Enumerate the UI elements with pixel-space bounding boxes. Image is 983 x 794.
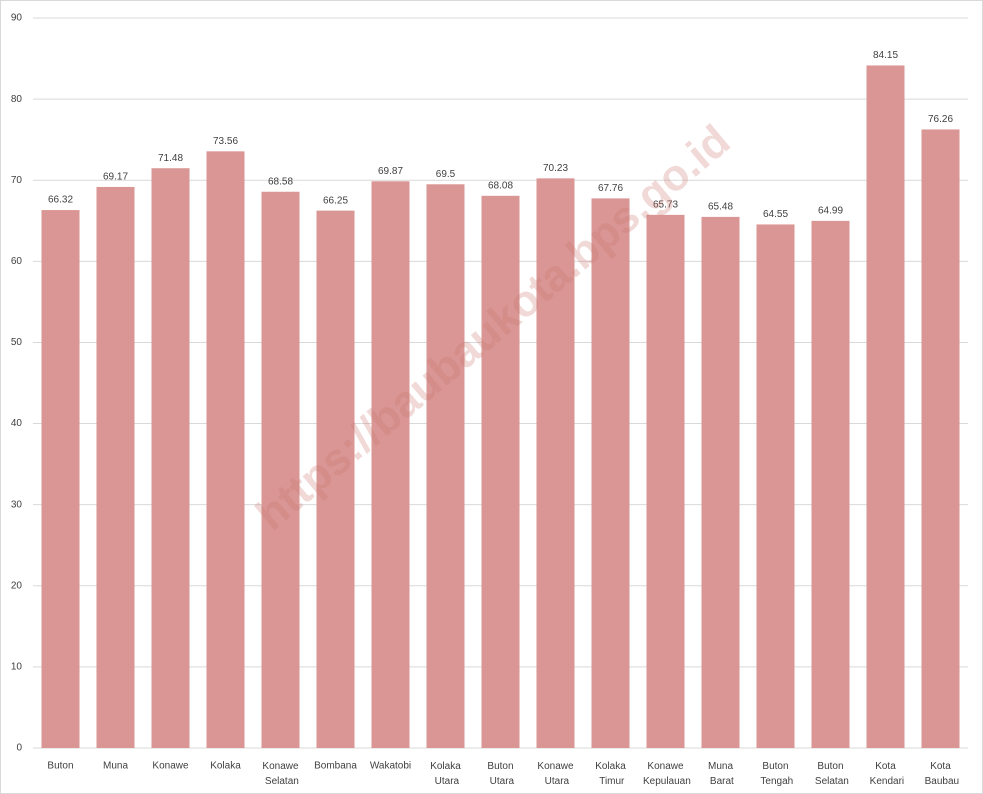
x-tick-label: Kolaka Timur bbox=[595, 761, 626, 787]
x-tick-label: Bombana bbox=[314, 761, 357, 772]
x-tick-label: Konawe bbox=[152, 761, 189, 772]
x-tick-label: Buton Utara bbox=[487, 761, 515, 787]
value-label: 69.5 bbox=[436, 169, 456, 180]
value-label: 76.26 bbox=[928, 114, 953, 125]
bar bbox=[426, 184, 465, 748]
y-tick-label: 10 bbox=[11, 662, 23, 673]
x-tick-label: Konawe Kepulauan bbox=[640, 761, 691, 787]
y-tick-label: 70 bbox=[11, 175, 23, 186]
bar bbox=[756, 224, 795, 748]
bar bbox=[591, 198, 630, 748]
bar bbox=[261, 191, 300, 749]
bar bbox=[41, 210, 80, 748]
value-label: 73.56 bbox=[213, 136, 238, 147]
x-tick-label: Kota Kendari bbox=[867, 761, 904, 787]
y-tick-label: 50 bbox=[11, 337, 23, 348]
bar bbox=[371, 181, 410, 748]
value-label: 69.17 bbox=[103, 172, 128, 183]
value-label: 66.32 bbox=[48, 195, 73, 206]
x-tick-label: Wakatobi bbox=[370, 761, 411, 772]
value-label: 67.76 bbox=[598, 183, 623, 194]
bar bbox=[316, 210, 355, 748]
value-label: 68.08 bbox=[488, 180, 513, 191]
bar bbox=[921, 129, 960, 749]
x-tick-label: Muna bbox=[103, 761, 128, 772]
bar bbox=[206, 151, 245, 748]
value-label: 70.23 bbox=[543, 163, 568, 174]
value-label: 68.58 bbox=[268, 176, 293, 187]
x-tick-label: Buton Selatan bbox=[812, 761, 849, 787]
y-tick-label: 20 bbox=[11, 580, 23, 591]
value-label: 69.87 bbox=[378, 166, 403, 177]
x-tick-label: Kota Baubau bbox=[922, 761, 959, 787]
y-tick-label: 80 bbox=[11, 94, 23, 105]
value-label: 65.48 bbox=[708, 202, 733, 213]
x-tick-label: Konawe Utara bbox=[537, 761, 574, 787]
bar bbox=[701, 216, 740, 748]
value-label: 71.48 bbox=[158, 153, 183, 164]
x-tick-label: Konawe Selatan bbox=[262, 761, 299, 787]
bar bbox=[481, 195, 520, 749]
y-tick-label: 30 bbox=[11, 499, 23, 510]
value-label: 65.73 bbox=[653, 199, 678, 210]
bar bbox=[811, 220, 850, 748]
x-tick-label: Kolaka Utara bbox=[430, 761, 461, 787]
bar bbox=[96, 186, 135, 748]
bar bbox=[646, 214, 685, 748]
x-tick-label: Muna Barat bbox=[707, 761, 734, 787]
value-label: 64.99 bbox=[818, 205, 843, 216]
value-label: 84.15 bbox=[873, 50, 898, 61]
y-tick-label: 0 bbox=[16, 743, 22, 754]
y-tick-label: 90 bbox=[11, 13, 23, 24]
y-tick-label: 40 bbox=[11, 418, 23, 429]
value-label: 66.25 bbox=[323, 195, 348, 206]
y-tick-label: 60 bbox=[11, 256, 23, 267]
value-label: 64.55 bbox=[763, 209, 788, 220]
x-tick-label: Kolaka bbox=[210, 761, 241, 772]
bar bbox=[866, 65, 905, 748]
bar bbox=[151, 168, 190, 748]
x-tick-label: Buton bbox=[47, 761, 73, 772]
x-tick-label: Buton Tengah bbox=[758, 761, 793, 787]
bar bbox=[536, 178, 575, 748]
